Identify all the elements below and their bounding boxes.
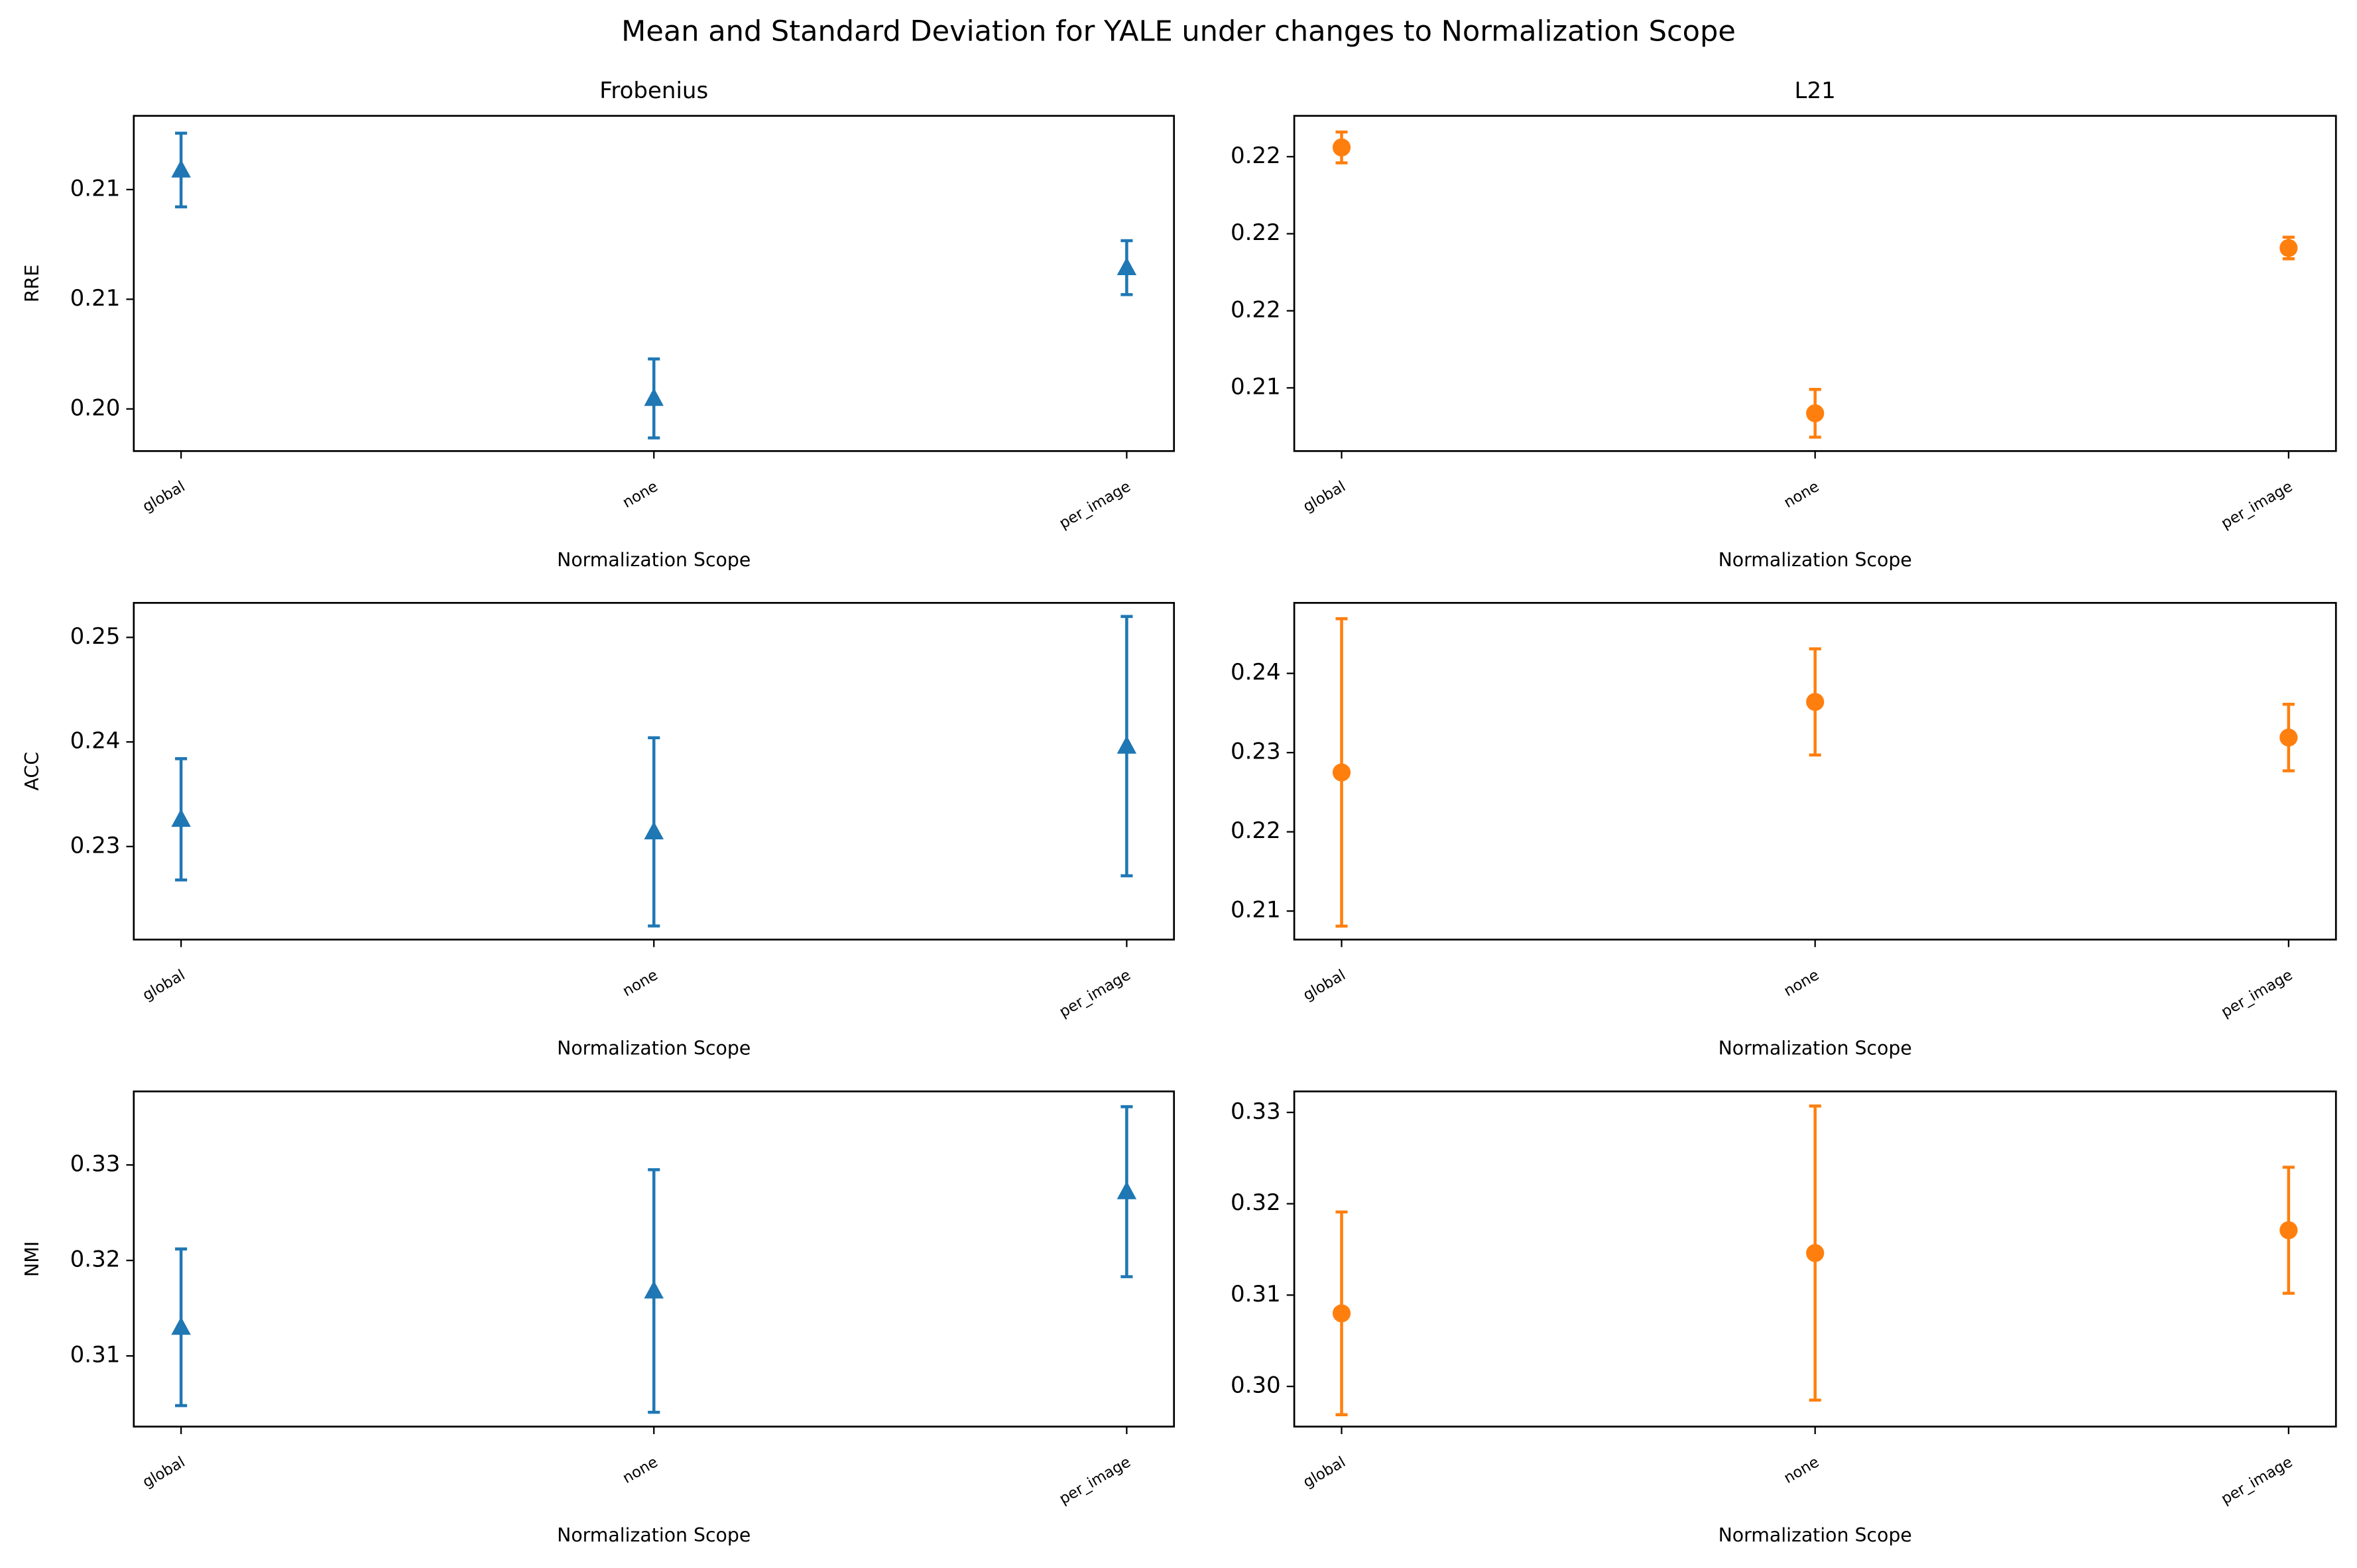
y-tick-label: 0.22 xyxy=(1231,296,1281,323)
y-axis-label: RRE xyxy=(21,265,43,302)
marker xyxy=(644,388,664,406)
x-axis-label: Normalization Scope xyxy=(557,1038,751,1059)
marker xyxy=(171,159,191,178)
marker xyxy=(1806,1244,1825,1262)
marker xyxy=(1332,138,1351,156)
y-tick-label: 0.21 xyxy=(1231,374,1281,400)
y-tick-label: 0.22 xyxy=(1231,817,1281,844)
marker xyxy=(644,1280,664,1299)
axes-frame xyxy=(1293,115,2337,452)
y-tick-label: 0.31 xyxy=(1231,1281,1281,1307)
marker xyxy=(1117,735,1137,754)
marker xyxy=(1806,404,1825,422)
x-axis-label: Normalization Scope xyxy=(557,1524,751,1546)
y-tick-label: 0.32 xyxy=(70,1246,121,1273)
marker xyxy=(1332,1304,1351,1323)
marker xyxy=(1117,257,1137,276)
y-axis-label: ACC xyxy=(21,752,43,790)
axes-frame xyxy=(1293,1090,2337,1428)
y-tick-label: 0.22 xyxy=(1231,219,1281,246)
marker xyxy=(1117,1181,1137,1199)
y-tick-label: 0.33 xyxy=(1231,1098,1281,1124)
marker xyxy=(171,808,191,827)
subplot-title: L21 xyxy=(1795,78,1836,104)
axes-frame xyxy=(133,115,1176,452)
y-tick-label: 0.20 xyxy=(70,394,121,421)
marker xyxy=(171,1317,191,1335)
y-tick-label: 0.23 xyxy=(1231,739,1281,765)
marker xyxy=(2279,239,2298,257)
marker xyxy=(2279,728,2298,747)
y-tick-label: 0.23 xyxy=(70,832,121,859)
y-tick-label: 0.24 xyxy=(1231,659,1281,686)
y-tick-label: 0.22 xyxy=(1231,143,1281,169)
axes-frame xyxy=(133,601,1176,941)
marker xyxy=(1332,763,1351,782)
y-tick-label: 0.32 xyxy=(1231,1189,1281,1216)
x-axis-label: Normalization Scope xyxy=(1719,1524,1912,1546)
marker xyxy=(2279,1221,2298,1240)
y-tick-label: 0.21 xyxy=(70,175,121,202)
y-tick-label: 0.21 xyxy=(70,285,121,312)
x-axis-label: Normalization Scope xyxy=(557,549,751,571)
y-tick-label: 0.25 xyxy=(70,623,121,650)
x-axis-label: Normalization Scope xyxy=(1719,549,1912,571)
y-tick-label: 0.33 xyxy=(70,1151,121,1177)
subplot-title: Frobenius xyxy=(599,78,708,104)
y-tick-label: 0.24 xyxy=(70,728,121,754)
axes-frame xyxy=(133,1090,1176,1428)
x-axis-label: Normalization Scope xyxy=(1719,1038,1912,1059)
axes-frame xyxy=(1293,601,2337,941)
y-axis-label: NMI xyxy=(21,1241,43,1277)
y-tick-label: 0.31 xyxy=(70,1342,121,1368)
y-tick-label: 0.21 xyxy=(1231,897,1281,924)
marker xyxy=(644,821,664,840)
figure-title: Mean and Standard Deviation for YALE und… xyxy=(621,15,1736,48)
y-tick-label: 0.30 xyxy=(1231,1372,1281,1399)
marker xyxy=(1806,693,1825,711)
